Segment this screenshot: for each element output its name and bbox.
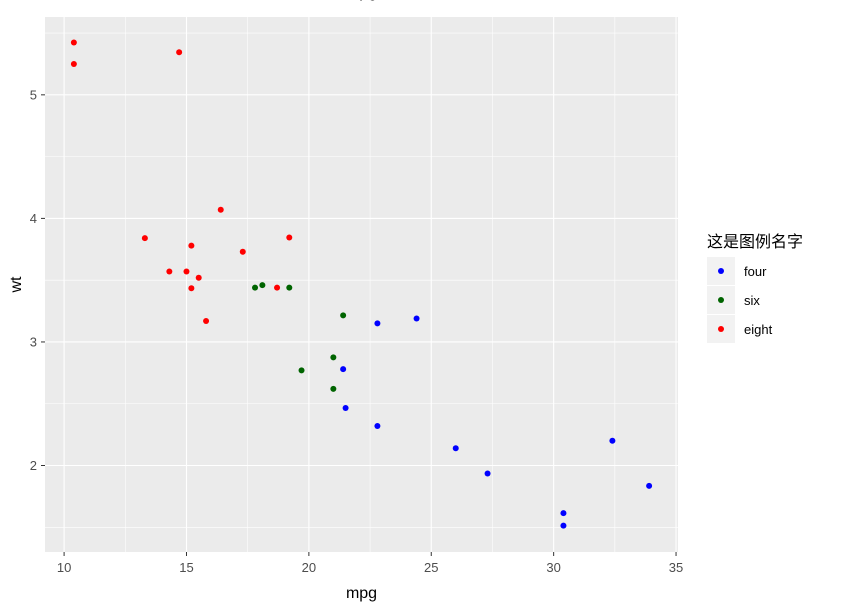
grid-layer <box>45 17 678 552</box>
point-six <box>330 385 337 392</box>
point-eight <box>217 206 224 213</box>
point-eight <box>70 60 77 67</box>
x-tick-label: 20 <box>302 560 316 575</box>
point-eight <box>203 317 210 324</box>
point-eight <box>70 39 77 46</box>
legend-label-six: six <box>744 293 760 308</box>
point-four <box>340 366 347 373</box>
point-eight <box>183 268 190 275</box>
axis-layer: 10 15 20 25 30 35 2 3 4 5 mpg wt <box>8 87 683 602</box>
point-eight <box>286 234 293 241</box>
point-four <box>413 315 420 322</box>
panel-background <box>45 17 678 552</box>
x-tick-label: 35 <box>669 560 683 575</box>
point-eight <box>274 284 281 291</box>
point-four <box>560 522 567 529</box>
point-six <box>298 367 305 374</box>
plot-panel <box>45 17 678 552</box>
x-tick-label: 10 <box>57 560 71 575</box>
point-four <box>484 470 491 477</box>
point-six <box>340 312 347 319</box>
points-layer <box>70 39 653 529</box>
y-tick-label: 4 <box>30 211 37 226</box>
point-eight <box>141 235 148 242</box>
x-tick-label: 30 <box>546 560 560 575</box>
chart-title: mpg <box>346 0 377 1</box>
x-tick-label: 15 <box>179 560 193 575</box>
title-layer: mpg <box>346 0 377 1</box>
point-four <box>609 437 616 444</box>
point-six <box>259 282 266 289</box>
legend-label-four: four <box>744 264 767 279</box>
point-four <box>452 445 459 452</box>
legend-title: 这是图例名字 <box>707 232 803 251</box>
point-eight <box>188 285 195 292</box>
point-six <box>252 284 259 291</box>
y-axis-title: wt <box>8 276 25 294</box>
x-tick-label: 25 <box>424 560 438 575</box>
y-tick-label: 3 <box>30 334 37 349</box>
legend-marker-four <box>718 268 724 274</box>
point-six <box>286 284 293 291</box>
point-eight <box>195 274 202 281</box>
point-six <box>330 354 337 361</box>
x-axis-title: mpg <box>346 585 377 602</box>
y-tick-label: 2 <box>30 458 37 473</box>
point-four <box>374 422 381 429</box>
legend-marker-eight <box>718 326 724 332</box>
point-four <box>374 320 381 327</box>
point-four <box>342 405 349 412</box>
point-four <box>560 510 567 517</box>
point-eight <box>166 268 173 275</box>
point-eight <box>176 49 183 56</box>
legend-label-eight: eight <box>744 322 773 337</box>
legend-marker-six <box>718 297 724 303</box>
point-eight <box>239 248 246 255</box>
legend: 这是图例名字 four six eight <box>707 232 803 343</box>
point-four <box>646 482 653 489</box>
y-tick-label: 5 <box>30 87 37 102</box>
point-eight <box>188 242 195 249</box>
